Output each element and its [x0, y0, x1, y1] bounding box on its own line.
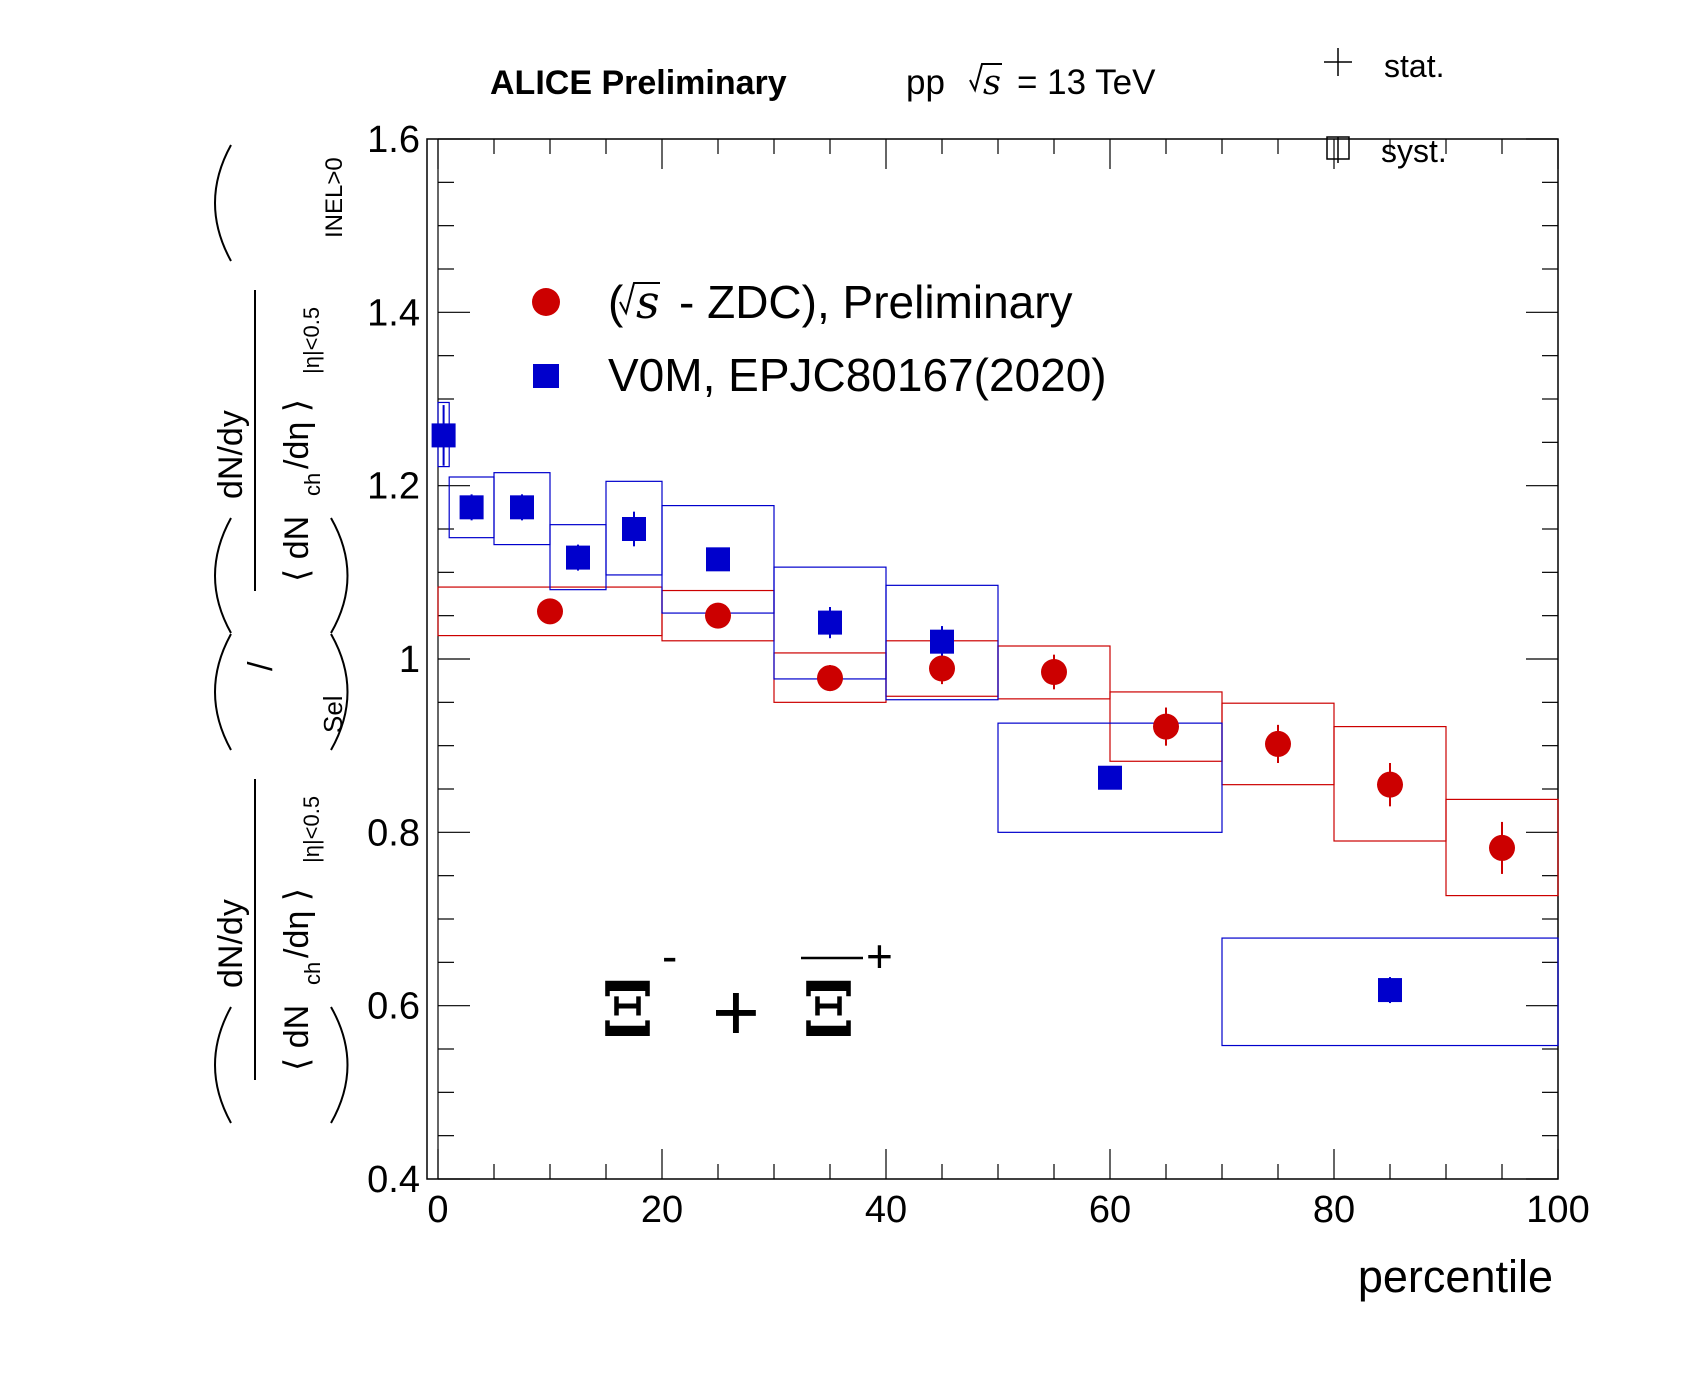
- y-tick-label: 0.8: [367, 812, 420, 854]
- y-tick-label: 1.2: [367, 466, 420, 508]
- particle-xi: Ξ: [601, 965, 654, 1054]
- v0m-point: [622, 517, 646, 541]
- x-tick-label: 20: [641, 1189, 683, 1231]
- legend-v0m-label: V0M, EPJC80167(2020): [608, 349, 1107, 401]
- zdc-syst-box: [1445, 798, 1559, 897]
- stat-legend-label: stat.: [1384, 48, 1444, 84]
- v0m-syst-box: [997, 722, 1223, 833]
- legend-v0m-marker: [533, 364, 559, 388]
- stat-error-bars: [442, 405, 1503, 1004]
- y-title-den1-eta: |η|<0.5: [299, 796, 324, 863]
- zdc-point: [705, 602, 731, 629]
- legend-sqrt-symbol: [619, 282, 660, 316]
- system-energy: = 13 TeV: [1017, 63, 1156, 102]
- y-title-den1-main: ⟨ dN: [278, 1005, 316, 1071]
- experiment-label: ALICE Preliminary: [490, 64, 787, 102]
- zdc-point: [817, 665, 843, 692]
- y-title-slash: /: [242, 661, 280, 671]
- x-axis-title: percentile: [1358, 1251, 1553, 1302]
- zdc-point: [1153, 713, 1179, 740]
- y-title-den1-tail: /dη ⟩: [278, 888, 316, 958]
- v0m-syst-box: [885, 584, 999, 701]
- legend-zdc-marker: [532, 288, 560, 316]
- y-axis-title: dN/dy ⟨ dN ch /dη ⟩ |η|<0.5 Sel / dN/dy …: [212, 144, 349, 1124]
- legend-zdc-rest: - ZDC), Preliminary: [679, 276, 1073, 328]
- v0m-point: [818, 610, 842, 635]
- v0m-syst-box: [1221, 937, 1559, 1047]
- particle-minus: -: [662, 930, 677, 982]
- x-tick-label: 60: [1089, 1189, 1131, 1231]
- syst-uncertainty-boxes: [437, 401, 1559, 1047]
- legend-zdc-sqrt-var: s: [636, 275, 660, 329]
- zdc-point: [1489, 834, 1515, 861]
- v0m-point: [566, 545, 590, 570]
- sqrt-symbol: [969, 63, 1002, 93]
- anti-particle-plus: +: [866, 930, 893, 982]
- zdc-point: [537, 598, 563, 625]
- zdc-syst-box: [1333, 725, 1447, 842]
- y-title-den2-tail: /dη ⟩: [278, 399, 316, 469]
- v0m-point: [510, 495, 534, 520]
- system-prefix: pp: [906, 63, 945, 102]
- x-tick-label: 40: [865, 1189, 907, 1231]
- v0m-point: [1378, 978, 1402, 1003]
- zdc-point: [1377, 771, 1403, 798]
- data-markers: [431, 423, 1515, 1003]
- y-tick-label: 1: [399, 639, 420, 681]
- v0m-point: [930, 629, 954, 654]
- v0m-point: [431, 423, 456, 448]
- anti-particle-xi: Ξ: [802, 965, 855, 1054]
- x-tick-label: 100: [1526, 1189, 1589, 1231]
- y-title-num2: dN/dy: [212, 410, 250, 499]
- x-tick-label: 80: [1313, 1189, 1355, 1231]
- legend-zdc-open: (: [608, 276, 624, 328]
- y-tick-label: 1.4: [367, 292, 420, 334]
- y-tick-label: 1.6: [367, 119, 420, 161]
- y-title-den2-sub: ch: [300, 473, 325, 496]
- y-title-den1-sub: ch: [300, 962, 325, 985]
- zdc-point: [929, 655, 955, 682]
- v0m-point: [459, 495, 484, 520]
- axis-tick-labels: 0 20 40 60 80 100 0.4 0.6 0.8 1 1.2 1.4 1.6: [367, 119, 1590, 1231]
- y-title-sub1: Sel: [318, 695, 348, 733]
- y-title-num1: dN/dy: [212, 899, 250, 988]
- system-sqrt-var: s: [983, 63, 1001, 103]
- y-title-sub2: INEL>0: [321, 157, 348, 238]
- v0m-point: [1098, 765, 1122, 790]
- y-title-den2-main: ⟨ dN: [278, 516, 316, 582]
- zdc-point: [1265, 730, 1291, 757]
- particle-plus-sign: +: [712, 967, 760, 1058]
- v0m-syst-box: [493, 472, 551, 546]
- axis-ticks: [437, 138, 1559, 1180]
- y-tick-label: 0.6: [367, 986, 420, 1028]
- stat-legend-icon: [1324, 48, 1352, 76]
- zdc-point: [1041, 659, 1067, 685]
- y-tick-label: 0.4: [367, 1159, 420, 1201]
- v0m-point: [706, 547, 730, 572]
- x-tick-label: 0: [427, 1189, 448, 1231]
- syst-legend-icon: [1326, 136, 1350, 163]
- y-title-den2-eta: |η|<0.5: [299, 307, 324, 374]
